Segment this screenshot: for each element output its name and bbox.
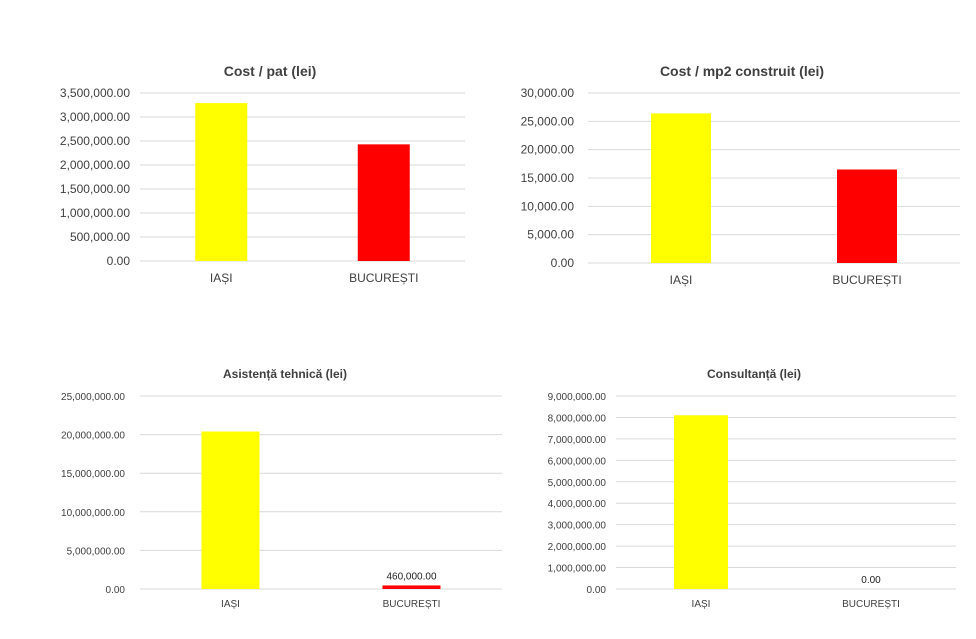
data-label: 460,000.00 <box>386 571 436 582</box>
y-tick-label: 2,000,000.00 <box>548 542 607 553</box>
x-category-label: BUCUREȘTI <box>842 599 900 610</box>
y-tick-label: 0.00 <box>551 256 575 270</box>
bar-iași <box>201 431 260 589</box>
y-tick-label: 0.00 <box>587 585 607 596</box>
y-tick-label: 10,000.00 <box>521 199 575 213</box>
y-tick-label: 0.00 <box>107 254 131 268</box>
bar-bucurești <box>382 585 441 589</box>
y-tick-label: 2,000,000.00 <box>60 158 130 172</box>
y-tick-label: 1,500,000.00 <box>60 182 130 196</box>
x-category-label: BUCUREȘTI <box>349 271 418 285</box>
x-category-label: IAȘI <box>210 271 233 285</box>
bar-iași <box>195 103 248 261</box>
chart-title: Asistență tehnică (lei) <box>223 367 347 381</box>
y-tick-label: 1,000,000.00 <box>60 206 130 220</box>
data-label: 0.00 <box>861 575 881 586</box>
y-tick-label: 5,000.00 <box>527 228 574 242</box>
y-tick-label: 5,000,000.00 <box>67 546 126 557</box>
chart-consultancy: Consultanță (lei) 0.00 1,000,000.00 2,000,0… <box>548 367 956 610</box>
y-tick-label: 3,000,000.00 <box>60 110 130 124</box>
x-category-label: IAȘI <box>692 599 711 610</box>
x-category-label: IAȘI <box>670 273 693 287</box>
bar-bucurești <box>357 144 410 261</box>
bar-iași <box>674 415 728 589</box>
y-tick-label: 30,000.00 <box>521 86 575 100</box>
bar-bucurești <box>837 169 897 263</box>
chart-cost-per-sqm: Cost / mp2 construit (lei) 0.00 5,000.00 10… <box>521 63 960 287</box>
chart-cost-per-bed: Cost / pat (lei) 0.00 500,000.00 1,000,000.… <box>60 63 465 285</box>
y-tick-label: 6,000,000.00 <box>548 456 607 467</box>
y-tick-label: 5,000,000.00 <box>548 478 607 489</box>
y-tick-label: 4,000,000.00 <box>548 499 607 510</box>
chart-title: Cost / pat (lei) <box>224 63 317 79</box>
y-tick-label: 15,000.00 <box>521 171 575 185</box>
y-tick-label: 25,000,000.00 <box>61 392 125 403</box>
y-tick-label: 1,000,000.00 <box>548 564 607 575</box>
y-tick-label: 7,000,000.00 <box>548 435 607 446</box>
y-tick-label: 15,000,000.00 <box>61 469 125 480</box>
chart-title: Consultanță (lei) <box>707 367 801 381</box>
chart-technical-assistance: Asistență tehnică (lei) 0.00 5,000,000.00 1… <box>61 367 502 610</box>
y-tick-label: 20,000,000.00 <box>61 431 125 442</box>
x-category-label: BUCUREȘTI <box>832 273 901 287</box>
y-tick-label: 8,000,000.00 <box>548 413 607 424</box>
bar-iași <box>651 113 711 264</box>
chart-title: Cost / mp2 construit (lei) <box>660 63 824 79</box>
y-tick-label: 500,000.00 <box>70 230 130 244</box>
y-tick-label: 25,000.00 <box>521 114 575 128</box>
y-tick-label: 20,000.00 <box>521 143 575 157</box>
y-tick-label: 3,000,000.00 <box>548 521 607 532</box>
y-tick-label: 3,500,000.00 <box>60 86 130 100</box>
y-tick-label: 9,000,000.00 <box>548 392 607 403</box>
y-tick-label: 0.00 <box>106 585 126 596</box>
y-tick-label: 10,000,000.00 <box>61 508 125 519</box>
x-category-label: IAȘI <box>221 599 240 610</box>
y-tick-label: 2,500,000.00 <box>60 134 130 148</box>
x-category-label: BUCUREȘTI <box>383 599 441 610</box>
